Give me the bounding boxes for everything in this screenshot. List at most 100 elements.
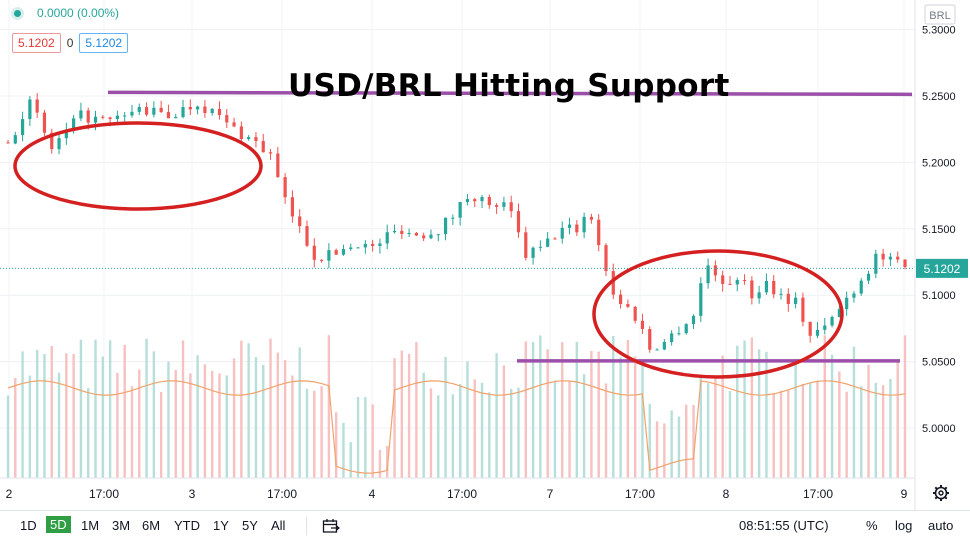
legend-change-value: 0.0000 (0.00%) xyxy=(37,6,120,20)
volume-bar xyxy=(364,396,367,478)
bottom-toolbar: 1D 5D 1M 3M 6M YTD 1Y 5Y All 08:51:55 (U… xyxy=(0,510,970,541)
candle xyxy=(633,305,637,324)
volume-bar xyxy=(903,335,907,478)
candle xyxy=(837,305,841,318)
candle xyxy=(713,260,717,282)
volume-bar xyxy=(670,410,673,478)
volume-bar xyxy=(575,341,579,478)
time-tick-label: 17:00 xyxy=(89,487,119,501)
volume-bar xyxy=(108,340,112,478)
candle xyxy=(327,243,331,269)
volume-bar xyxy=(422,372,425,478)
volume-bar xyxy=(196,355,199,478)
auto-toggle[interactable]: auto xyxy=(928,518,954,533)
range-1d-button[interactable]: 1D xyxy=(20,518,37,533)
candle xyxy=(137,103,141,115)
candle xyxy=(341,244,346,256)
candle xyxy=(254,132,258,148)
volume-bar xyxy=(210,370,214,478)
range-6m-button[interactable]: 6M xyxy=(142,518,161,533)
volume-bar xyxy=(787,390,790,478)
candle xyxy=(392,224,397,234)
date-range-icon[interactable] xyxy=(322,518,340,534)
range-1m-button[interactable]: 1M xyxy=(81,518,100,533)
chart-title: USD/BRL Hitting Support xyxy=(288,68,730,104)
volume-bar xyxy=(867,364,870,478)
volume-bar xyxy=(79,339,83,478)
volume-bar xyxy=(692,405,695,478)
range-1y-button[interactable]: 1Y xyxy=(213,518,229,533)
volume-bar xyxy=(298,347,301,478)
range-all-button[interactable]: All xyxy=(271,518,286,533)
range-3m-button[interactable]: 3M xyxy=(112,518,131,533)
candle xyxy=(473,197,477,208)
volume-bar xyxy=(765,351,768,478)
candle xyxy=(276,147,280,178)
volume-bar xyxy=(218,373,221,478)
volume-bar xyxy=(232,358,236,478)
volume-bar xyxy=(320,386,323,478)
candle xyxy=(13,131,17,145)
candle xyxy=(349,243,353,251)
annotations xyxy=(13,90,913,379)
log-toggle[interactable]: log xyxy=(895,518,913,533)
candle xyxy=(451,214,455,225)
volume-bar xyxy=(743,340,746,478)
volume-bar xyxy=(539,335,542,478)
candle xyxy=(567,217,572,235)
volume-bar xyxy=(524,341,527,478)
volume-bar xyxy=(262,364,265,478)
volume-bar xyxy=(14,378,17,478)
candle xyxy=(290,190,295,223)
price-tick-label: 5.1000 xyxy=(922,290,956,302)
candle xyxy=(363,240,367,254)
candle xyxy=(764,273,769,295)
volume-bar xyxy=(203,364,207,478)
highlight-ellipse-right xyxy=(592,249,844,379)
volume-bar xyxy=(181,340,185,478)
volume-bar xyxy=(626,339,630,478)
range-ytd-button[interactable]: YTD xyxy=(174,518,200,533)
volume-bars xyxy=(6,335,907,478)
chart-canvas[interactable]: 5.35005.30005.25005.20005.15005.10005.05… xyxy=(0,0,970,510)
volume-bar xyxy=(808,383,812,478)
sell-price-box[interactable]: 5.1202 xyxy=(12,33,61,53)
candle xyxy=(706,258,710,289)
volume-moving-average xyxy=(7,380,906,474)
candle xyxy=(101,115,105,120)
time-axis[interactable]: 2 17:00 3 17:00 4 17:00 7 17:00 8 17:00 9 xyxy=(6,487,908,501)
volume-bar xyxy=(65,353,68,478)
volume-bar xyxy=(159,391,163,478)
buy-price-box[interactable]: 5.1202 xyxy=(79,33,129,53)
volume-bar xyxy=(663,423,666,478)
candle xyxy=(509,195,513,218)
candle xyxy=(560,221,564,244)
volume-bar xyxy=(655,421,659,478)
volume-bar xyxy=(473,379,476,478)
range-5d-button[interactable]: 5D xyxy=(46,516,71,533)
volume-bar xyxy=(313,390,316,478)
candle xyxy=(487,194,491,209)
candle xyxy=(830,315,834,328)
candle xyxy=(786,288,790,312)
price-tick-label: 5.2000 xyxy=(922,157,956,169)
volume-bar xyxy=(604,383,608,478)
settings-gear-icon[interactable] xyxy=(933,485,949,501)
volume-bar xyxy=(167,361,170,478)
volume-bar xyxy=(495,353,498,478)
candle xyxy=(859,278,863,296)
candle xyxy=(684,323,688,335)
time-tick-label: 4 xyxy=(369,487,376,501)
volume-bar xyxy=(429,388,433,478)
candle xyxy=(422,232,426,242)
volume-bar xyxy=(706,383,710,478)
candle xyxy=(721,270,725,292)
volume-bar xyxy=(6,395,10,478)
price-axis[interactable]: 5.35005.30005.25005.20005.15005.10005.05… xyxy=(922,0,956,435)
range-5y-button[interactable]: 5Y xyxy=(242,518,258,533)
candle xyxy=(57,132,61,155)
percent-toggle[interactable]: % xyxy=(866,518,878,533)
volume-bar xyxy=(860,386,863,478)
volume-bar xyxy=(254,357,258,478)
clock-time[interactable]: 08:51:55 (UTC) xyxy=(739,518,829,533)
